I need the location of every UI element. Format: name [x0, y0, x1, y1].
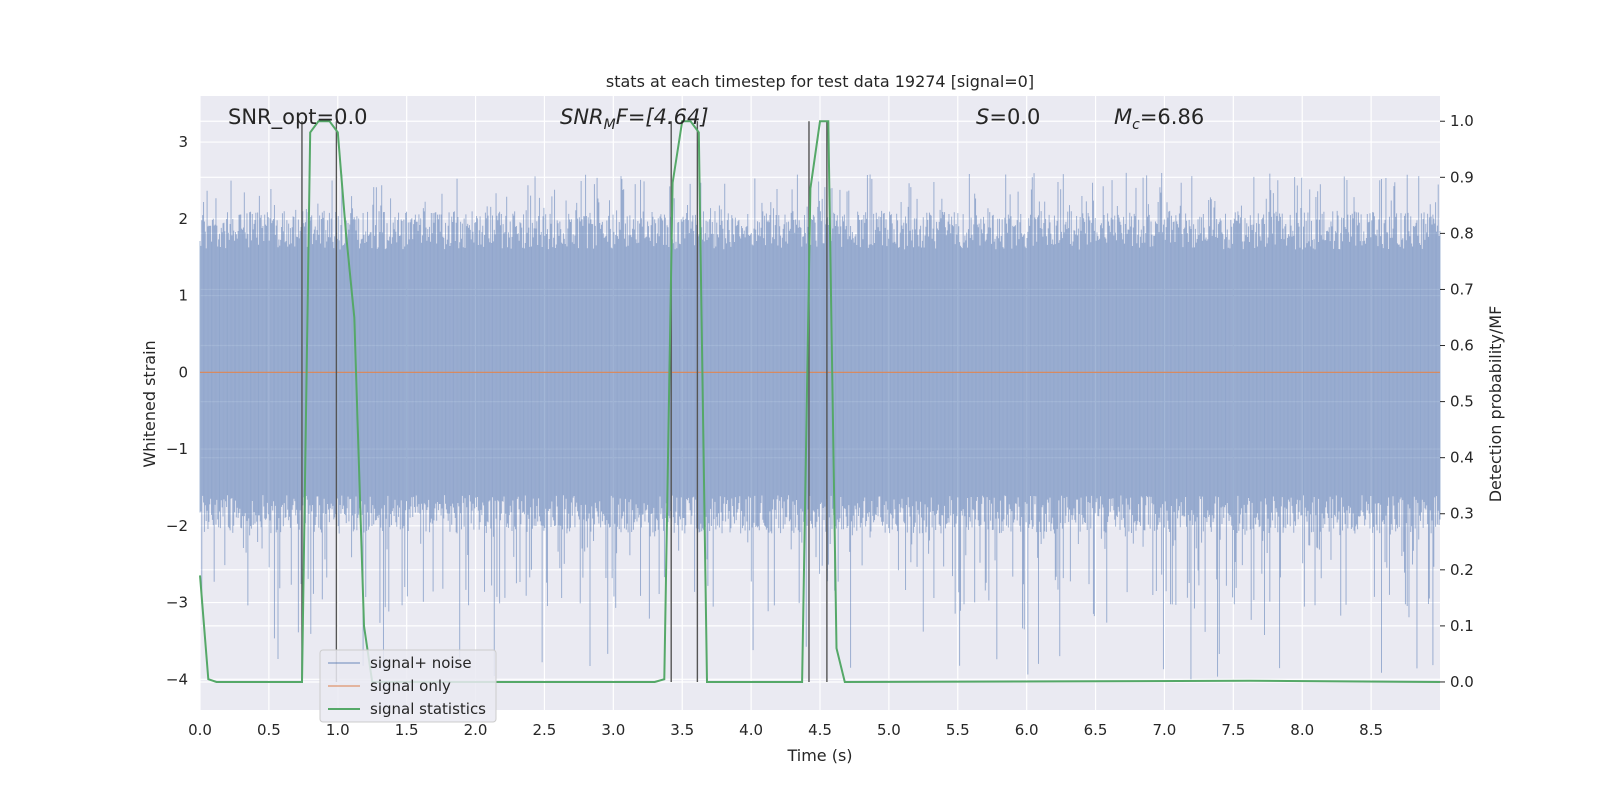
legend-box	[319, 649, 497, 723]
y-ticks-right: 1.0 0.9 0.8 0.7 0.6 0.5 0.4 0.3 0.2 0.1 0.0	[1440, 112, 1474, 691]
x-ticks: 0.0 0.5 1.0 1.5 2.0 2.5 3.0 3.5 4.0 4.5 5.0 5.5 6.0 6…	[188, 721, 1383, 739]
x-tick-label-14: 7.0	[1153, 721, 1177, 739]
chart-title: stats at each timestep for test data 192…	[606, 72, 1034, 91]
mc-annotation: Mc=6.86	[1114, 105, 1204, 133]
x-tick-label-13: 6.5	[1084, 721, 1108, 739]
snr-opt-annotation: SNR_opt=0.0	[228, 105, 368, 130]
x-tick-label-0: 0.0	[188, 721, 212, 739]
x-tick-label-5: 2.5	[533, 721, 557, 739]
y-tick-label-7: −4	[166, 670, 188, 688]
y-tick-right-label-5: 0.5	[1450, 393, 1474, 411]
x-tick-label-9: 4.5	[808, 721, 832, 739]
x-tick-label-16: 8.0	[1290, 721, 1314, 739]
x-tick-label-1: 0.5	[257, 721, 281, 739]
x-tick-label-11: 5.5	[946, 721, 970, 739]
y-tick-label-2: 1	[178, 287, 188, 305]
snr-mf-annotation: SNRMF=[4.64]	[560, 105, 709, 133]
y-tick-label-1: 2	[178, 210, 188, 228]
y-tick-right-label-1: 0.9	[1450, 168, 1474, 186]
x-tick-label-12: 6.0	[1015, 721, 1039, 739]
y-tick-label-4: −1	[166, 440, 188, 458]
y-axis-label-right: Detection probability/MF	[1486, 306, 1505, 503]
x-tick-label-2: 1.0	[326, 721, 350, 739]
x-tick-label-3: 1.5	[395, 721, 419, 739]
noise-series	[199, 172, 1441, 680]
x-tick-label-15: 7.5	[1221, 721, 1245, 739]
legend-label-noise: signal+ noise	[370, 654, 472, 672]
signal-statistics-line	[199, 120, 1441, 684]
y-tick-right-label-6: 0.4	[1450, 449, 1474, 467]
x-tick-label-17: 8.5	[1359, 721, 1383, 739]
x-tick-label-7: 3.5	[670, 721, 694, 739]
y-tick-right-label-8: 0.2	[1450, 561, 1474, 579]
x-tick-label-10: 5.0	[877, 721, 901, 739]
y-tick-label-5: −2	[166, 517, 188, 535]
x-axis-label: Time (s)	[786, 746, 852, 765]
y-tick-right-label-0: 1.0	[1450, 112, 1474, 130]
legend-label-statistics: signal statistics	[370, 700, 486, 718]
y-tick-label-6: −3	[166, 594, 188, 612]
x-tick-label-4: 2.0	[464, 721, 488, 739]
y-ticks: 3 2 1 0 −1 −2 −3 −4	[166, 133, 188, 688]
y-tick-right-label-3: 0.7	[1450, 280, 1474, 298]
y-tick-label-0: 3	[178, 133, 188, 151]
y-tick-right-label-2: 0.8	[1450, 224, 1474, 242]
y-tick-right-label-4: 0.6	[1450, 337, 1474, 355]
y-tick-right-label-10: 0.0	[1450, 673, 1474, 691]
s-annotation: S=0.0	[976, 105, 1040, 129]
y-tick-right-label-9: 0.1	[1450, 617, 1474, 635]
y-tick-right-label-7: 0.3	[1450, 505, 1474, 523]
x-tick-label-8: 4.0	[739, 721, 763, 739]
x-tick-label-6: 3.0	[601, 721, 625, 739]
y-tick-label-3: 0	[178, 363, 188, 381]
y-axis-label: Whitened strain	[140, 340, 159, 467]
legend: signal+ noise signal only signal statist…	[319, 649, 497, 723]
legend-label-signal-only: signal only	[370, 677, 451, 695]
